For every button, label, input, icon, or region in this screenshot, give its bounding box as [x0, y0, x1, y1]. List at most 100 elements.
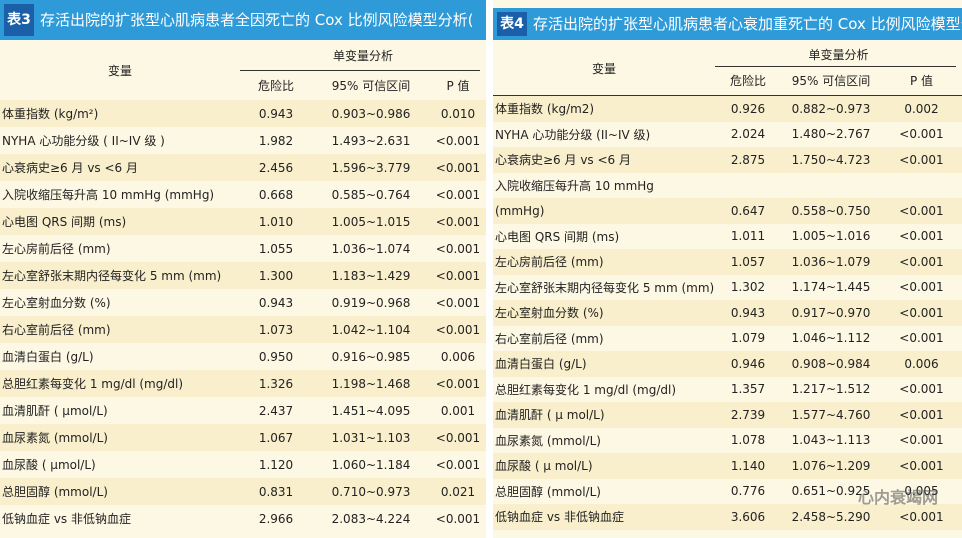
value-cell: 1.357	[730, 382, 766, 397]
variable-cell: NYHA 心功能分级 (II~IV 级)	[495, 127, 651, 142]
value-cell: 1.451~4.095	[331, 403, 411, 418]
header-column: P 值	[446, 78, 470, 93]
variable-cell: 总胆固醇 (mmol/L)	[2, 485, 108, 499]
value-cell: <0.001	[435, 268, 481, 283]
value-cell: <0.001	[435, 511, 481, 526]
value-cell: 0.916~0.985	[331, 349, 411, 364]
variable-cell: 左心室射血分数 (%)	[2, 296, 111, 310]
value-cell: 0.943	[258, 295, 294, 310]
value-cell: 1.493~2.631	[331, 133, 411, 148]
value-cell: 1.055	[258, 241, 294, 256]
table-row: 血尿酸 ( μ mol/L) 1.140 1.076~1.209 <0.001	[493, 453, 962, 479]
value-cell: 1.005~1.015	[331, 214, 411, 229]
table-row: 心衰病史≥6 月 vs <6 月 2.875 1.750~4.723 <0.001	[493, 147, 962, 173]
table-row: 血尿素氮 (mmol/L) 1.067 1.031~1.103 <0.001	[0, 424, 486, 451]
table-row: 体重指数 (kg/m2) 0.926 0.882~0.973 0.002	[493, 96, 962, 122]
table-panel: 表3 存活出院的扩张型心肌病患者全因死亡的 Cox 比例风险模型分析(变量 单变量分…	[0, 0, 486, 538]
value-cell: <0.001	[435, 133, 481, 148]
value-cell: <0.001	[899, 331, 944, 346]
value-cell: 1.010	[258, 214, 294, 229]
value-cell: 0.668	[258, 187, 294, 202]
value-cell: 1.577~4.760	[791, 407, 871, 422]
table-row: 血清肌酐 ( μ mol/L) 2.739 1.577~4.760 <0.001	[493, 402, 962, 428]
value-cell: 1.326	[258, 376, 294, 391]
value-cell: 1.073	[258, 322, 294, 337]
table-row: 总胆固醇 (mmol/L) 0.776 0.651~0.925 0.005	[493, 478, 962, 504]
value-cell: 1.046~1.112	[791, 331, 871, 346]
value-cell: <0.001	[899, 254, 944, 269]
value-cell: <0.001	[899, 280, 944, 295]
table-row: 左心房前后径 (mm) 1.057 1.036~1.079 <0.001	[493, 249, 962, 275]
table-row: 入院收缩压每升高 10 mmHg	[493, 172, 962, 198]
value-cell: <0.001	[899, 152, 944, 167]
value-cell: <0.001	[435, 295, 481, 310]
table-row: 左心室舒张末期内径每变化 5 mm (mm) 1.302 1.174~1.445 <0…	[493, 274, 962, 300]
value-cell: 2.966	[258, 511, 294, 526]
table-row: (mmHg) 0.647 0.558~0.750 <0.001	[493, 198, 962, 224]
value-cell: 1.596~3.779	[331, 160, 411, 175]
value-cell: 1.079	[730, 331, 766, 346]
value-cell: <0.001	[435, 241, 481, 256]
value-cell: 0.001	[440, 403, 476, 418]
value-cell: 1.198~1.468	[331, 376, 411, 391]
table-row: 血清白蛋白 (g/L) 0.946 0.908~0.984 0.006	[493, 351, 962, 377]
variable-cell: 左心室舒张末期内径每变化 5 mm (mm)	[495, 280, 715, 295]
value-cell: 2.458~5.290	[791, 509, 871, 524]
value-cell: 0.776	[730, 484, 766, 499]
value-cell: 1.005~1.016	[791, 229, 871, 244]
table-row: 血清肌酐 ( μmol/L) 2.437 1.451~4.095 0.001	[0, 397, 486, 424]
value-cell: <0.001	[899, 509, 944, 524]
table-title: 存活出院的扩张型心肌病患者心衰加重死亡的 Cox 比例风险模型分析	[533, 15, 962, 33]
value-cell: 0.021	[440, 484, 476, 499]
value-cell: 1.011	[730, 229, 766, 244]
table-row: 血清白蛋白 (g/L) 0.950 0.916~0.985 0.006	[0, 343, 486, 370]
value-cell: <0.001	[435, 322, 481, 337]
value-cell: 0.946	[730, 356, 766, 371]
value-cell: 0.006	[440, 349, 476, 364]
table-row: NYHA 心功能分级 ( II~IV 级 ) 1.982 1.493~2.631 <0…	[0, 127, 486, 154]
value-cell: <0.001	[899, 127, 944, 142]
value-cell: <0.001	[899, 203, 944, 218]
table-row: 左心室射血分数 (%) 0.943 0.917~0.970 <0.001	[493, 300, 962, 326]
value-cell: 1.300	[258, 268, 294, 283]
watermark: 心内衰竭网	[857, 488, 938, 507]
variable-cell: 总胆红素每变化 1 mg/dl (mg/dl)	[2, 377, 184, 391]
value-cell: 0.882~0.973	[791, 101, 871, 116]
table-row: 总胆红素每变化 1 mg/dl (mg/dl) 1.326 1.198~1.468 <…	[0, 370, 486, 397]
header-column: 危险比	[257, 78, 294, 93]
header-column: 95% 可信区间	[791, 74, 871, 88]
value-cell: 2.875	[730, 152, 766, 167]
value-cell: 1.302	[730, 280, 766, 295]
value-cell: 0.950	[258, 349, 294, 364]
variable-cell: 总胆固醇 (mmol/L)	[495, 484, 601, 499]
variable-cell: 心电图 QRS 间期 (ms)	[2, 215, 127, 229]
rule	[715, 66, 956, 67]
value-cell: 2.437	[258, 403, 294, 418]
value-cell: 0.005	[904, 484, 939, 499]
table-row: 左心房前后径 (mm) 1.055 1.036~1.074 <0.001	[0, 235, 486, 262]
value-cell: <0.001	[435, 376, 481, 391]
variable-cell: 低钠血症 vs 非低钠血症	[2, 512, 131, 526]
table-row: 左心室射血分数 (%) 0.943 0.919~0.968 <0.001	[0, 289, 486, 316]
value-cell: 1.057	[730, 254, 766, 269]
value-cell: 1.982	[258, 133, 294, 148]
table-row: 低钠血症 vs 非低钠血症 2.966 2.083~4.224 <0.001	[0, 505, 486, 532]
table-row: 总胆固醇 (mmol/L) 0.831 0.710~0.973 0.021	[0, 478, 486, 505]
variable-cell: 心衰病史≥6 月 vs <6 月	[2, 161, 138, 175]
table-title: 存活出院的扩张型心肌病患者全因死亡的 Cox 比例风险模型分析(	[40, 11, 474, 29]
value-cell: <0.001	[899, 407, 944, 422]
value-cell: <0.001	[899, 382, 944, 397]
value-cell: 1.217~1.512	[791, 382, 871, 397]
header-group: 单变量分析	[808, 47, 869, 62]
variable-cell: 血清白蛋白 (g/L)	[2, 350, 94, 364]
variable-cell: 左心室射血分数 (%)	[495, 306, 604, 321]
variable-cell: 低钠血症 vs 非低钠血症	[495, 510, 624, 525]
variable-cell: 左心室舒张末期内径每变化 5 mm (mm)	[2, 269, 222, 283]
variable-cell: 体重指数 (kg/m²)	[2, 107, 99, 121]
table-number: 表3	[4, 4, 34, 36]
title-bar: 表3 存活出院的扩张型心肌病患者全因死亡的 Cox 比例风险模型分析(	[0, 0, 486, 40]
value-cell: 0.903~0.986	[331, 106, 411, 121]
variable-cell: 体重指数 (kg/m2)	[495, 102, 595, 117]
header-group: 单变量分析	[332, 48, 393, 63]
